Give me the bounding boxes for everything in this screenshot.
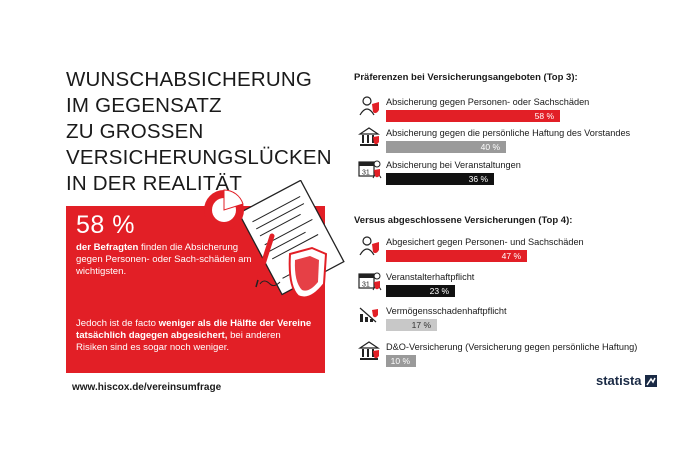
- building-icon: [358, 340, 380, 367]
- bar-category-label: Absicherung gegen die persönliche Haftun…: [386, 128, 631, 138]
- bar: 40 %: [386, 141, 506, 153]
- bar-value-label: 36 %: [468, 174, 488, 184]
- contract-illustration: [204, 180, 345, 299]
- bar-value-label: 47 %: [501, 251, 521, 261]
- shield-icon: [288, 246, 328, 299]
- bar-category-label: Absicherung bei Veranstaltungen: [386, 160, 521, 170]
- building-icon: [358, 126, 380, 153]
- headline-line: VERSICHERUNGSLÜCKEN: [66, 146, 332, 169]
- headline-line: WUNSCHABSICHERUNG: [66, 68, 312, 91]
- bar-category-label: Abgesichert gegen Personen- und Sachschä…: [386, 237, 584, 247]
- bar: 23 %: [386, 285, 455, 297]
- source-url[interactable]: www.hiscox.de/vereinsumfrage: [72, 382, 222, 393]
- money-loss-icon: [358, 304, 380, 331]
- brand-name: statista: [596, 373, 642, 388]
- svg-text:31: 31: [362, 170, 370, 177]
- statista-mark-icon: [644, 374, 657, 387]
- calendar-icon: 31: [358, 270, 382, 297]
- para-bold: weniger als die Hälfte der Vereine tatsä…: [76, 318, 312, 342]
- chart1-title: Präferenzen bei Versicherungsangeboten (…: [354, 72, 578, 83]
- bar: 17 %: [386, 319, 437, 331]
- highlight-paragraph: Jedoch ist de facto weniger als die Hälf…: [76, 318, 312, 355]
- svg-text:31: 31: [362, 282, 370, 289]
- headline: WUNSCHABSICHERUNG IM GEGENSATZ ZU GROSSE…: [66, 67, 346, 197]
- pie-chart-icon: [204, 189, 244, 230]
- highlight-percent: 58 %: [76, 211, 135, 239]
- headline-line: ZU GROSSEN: [66, 120, 204, 143]
- bar-value-label: 17 %: [411, 320, 431, 330]
- para-b: bei anderen Risiken sind es sogar noch w…: [76, 330, 281, 354]
- highlight-bold: der Befragten: [76, 242, 139, 253]
- person-damage-icon: [358, 95, 380, 122]
- highlight-text: der Befragten finden die Absicherung geg…: [76, 242, 261, 279]
- bar-category-label: D&O-Versicherung (Versicherung gegen per…: [386, 342, 638, 352]
- calendar-icon: 31: [358, 158, 382, 185]
- bar-category-label: Absicherung gegen Personen- oder Sachsch…: [386, 97, 590, 107]
- headline-line: IN DER REALITÄT: [66, 172, 243, 195]
- bar: 10 %: [386, 355, 416, 367]
- pen-icon: [255, 233, 281, 288]
- bar-value-label: 23 %: [429, 286, 449, 296]
- bar-category-label: Veranstalterhaftpflicht: [386, 272, 475, 282]
- bar: 47 %: [386, 250, 527, 262]
- person-damage-icon: [358, 235, 380, 262]
- bar: 36 %: [386, 173, 494, 185]
- bar-value-label: 10 %: [390, 356, 410, 366]
- chart2-title: Versus abgeschlossene Versicherungen (To…: [354, 215, 573, 226]
- highlight-rest: finden die Absicherung gegen Personen- o…: [76, 242, 252, 278]
- bar-value-label: 58 %: [534, 111, 554, 121]
- bar-category-label: Vermögensschadenhaftpflicht: [386, 306, 507, 316]
- bar-value-label: 40 %: [480, 142, 500, 152]
- statista-logo: statista: [596, 373, 657, 388]
- bar: 58 %: [386, 110, 560, 122]
- para-a: Jedoch ist de facto: [76, 318, 159, 329]
- headline-line: IM GEGENSATZ: [66, 94, 222, 117]
